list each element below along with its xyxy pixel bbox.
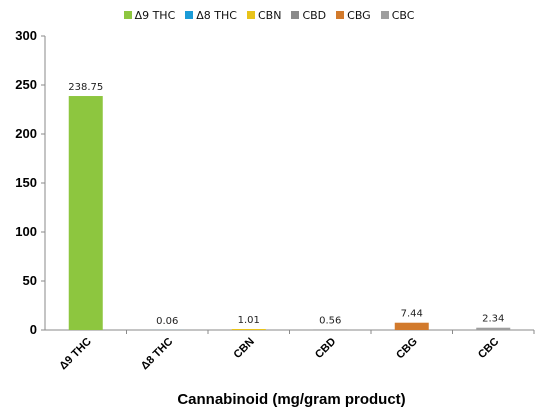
legend-item: CBD	[291, 9, 326, 22]
legend-swatch	[123, 11, 132, 19]
legend-label: CBN	[257, 8, 282, 22]
legend-label: CBC	[391, 8, 415, 22]
legend-swatch	[336, 11, 345, 19]
legend-item: Δ8 THC	[185, 9, 237, 22]
legend-item: CBC	[380, 8, 415, 22]
y-tick-label: 0	[30, 322, 37, 337]
legend-item: Δ9 THC	[123, 8, 176, 22]
bar-4	[394, 322, 429, 330]
legend-swatch	[246, 11, 255, 19]
legend-label: CBG	[347, 8, 371, 22]
bar-3	[313, 329, 348, 330]
y-tick-label: 200	[15, 126, 37, 141]
y-tick-label: 300	[15, 28, 37, 43]
y-tick-label: 50	[23, 273, 37, 288]
x-axis-title: Cannabinoid (mg/gram product)	[177, 391, 406, 408]
legend-item: CBG	[336, 9, 371, 22]
bar-0	[68, 96, 103, 331]
y-tick-label: 150	[15, 175, 37, 190]
bar-5	[476, 327, 511, 330]
y-tick-label: 100	[15, 224, 37, 239]
x-tick-label: Δ9 THC	[57, 336, 94, 373]
bar-2	[231, 329, 266, 330]
legend-swatch	[291, 11, 300, 19]
data-label: 238.75	[68, 82, 103, 93]
legend-item: CBN	[246, 8, 282, 22]
data-label: 7.44	[401, 309, 423, 320]
x-tick-label: CBD	[313, 336, 338, 361]
x-tick-label: Δ8 THC	[139, 336, 176, 373]
chart-legend: Δ9 THC Δ8 THC CBN CBD CBG CBC	[0, 6, 538, 24]
legend-swatch	[185, 11, 194, 19]
legend-label: CBD	[302, 8, 327, 22]
legend-swatch	[380, 11, 389, 19]
legend-label: Δ8 THC	[196, 8, 237, 22]
legend-label: Δ9 THC	[134, 8, 176, 22]
x-tick-label: CBN	[232, 336, 257, 361]
data-label: 1.01	[238, 315, 260, 326]
y-tick-label: 250	[15, 77, 37, 92]
data-label: 0.56	[319, 315, 341, 326]
data-label: 2.34	[482, 314, 504, 325]
data-label: 0.06	[156, 316, 178, 327]
x-tick-label: CBC	[476, 336, 501, 361]
x-tick-label: CBG	[394, 336, 420, 362]
